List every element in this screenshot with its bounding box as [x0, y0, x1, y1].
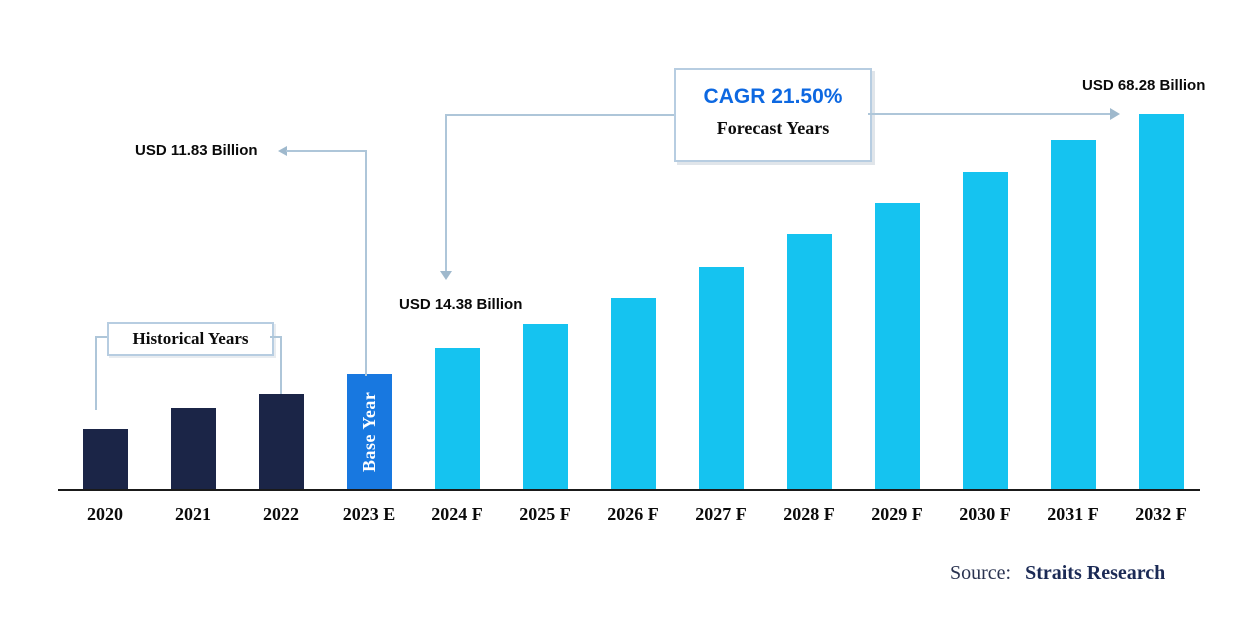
source-name: Straits Research — [1025, 562, 1166, 584]
x-axis-label-2022: 2022 — [263, 504, 299, 524]
bracket-left-vertical — [95, 336, 97, 410]
historical-years-box: Historical Years — [107, 322, 274, 356]
x-axis-line — [58, 489, 1200, 491]
bar-2032-f — [1138, 114, 1184, 490]
value-label-2023: USD 11.83 Billion — [135, 142, 258, 159]
x-axis-label-2020: 2020 — [87, 504, 123, 524]
bar-2030-f — [962, 172, 1008, 490]
x-axis-label-2028-f: 2028 F — [783, 504, 835, 524]
bar-2020 — [82, 429, 128, 490]
bar-2022 — [258, 394, 304, 490]
x-axis-label-2030-f: 2030 F — [959, 504, 1011, 524]
source-prefix: Source: — [950, 562, 1012, 584]
x-axis-label-2025-f: 2025 F — [519, 504, 571, 524]
arrow-right-icon — [1110, 108, 1120, 120]
base-year-label: Base Year — [358, 391, 379, 473]
source-line: Source: Straits Research — [950, 562, 1165, 585]
historical-years-label: Historical Years — [132, 329, 249, 348]
connector-2023-vertical — [365, 150, 367, 376]
x-axis-label-2023-e: 2023 E — [342, 504, 396, 524]
bar-2029-f — [874, 203, 920, 490]
arrow-left-icon — [278, 146, 287, 156]
arrow-down-icon — [440, 271, 452, 280]
value-label-2032: USD 68.28 Billion — [1082, 77, 1206, 94]
connector-2023-horizontal — [286, 150, 367, 152]
x-axis-label-2031-f: 2031 F — [1047, 504, 1099, 524]
connector-2024-vertical — [445, 114, 447, 272]
bar-2024-f — [434, 348, 480, 490]
bar-2025-f — [522, 324, 568, 490]
cagr-callout-box: CAGR 21.50% Forecast Years — [674, 68, 872, 162]
bracket-right-vertical — [280, 336, 282, 394]
bar-2026-f — [610, 298, 656, 490]
bracket-left-horizontal — [95, 336, 107, 338]
bracket-right-horizontal — [270, 336, 282, 338]
bar-2031-f — [1050, 140, 1096, 490]
bar-2023-e: Base Year — [346, 374, 392, 490]
x-axis-label-2024-f: 2024 F — [431, 504, 483, 524]
x-axis-label-2027-f: 2027 F — [695, 504, 747, 524]
connector-2024-horizontal — [445, 114, 674, 116]
x-axis-label-2026-f: 2026 F — [607, 504, 659, 524]
bar-2021 — [170, 408, 216, 490]
value-label-2024: USD 14.38 Billion — [399, 296, 523, 313]
x-axis-label-2032-f: 2032 F — [1135, 504, 1187, 524]
bar-2028-f — [786, 234, 832, 490]
bar-2027-f — [698, 267, 744, 490]
connector-cagr-horizontal — [868, 113, 1111, 115]
x-axis-label-2021: 2021 — [175, 504, 211, 524]
cagr-value: CAGR 21.50% — [703, 85, 843, 108]
x-axis-label-2029-f: 2029 F — [871, 504, 923, 524]
forecast-years-label: Forecast Years — [716, 118, 830, 138]
